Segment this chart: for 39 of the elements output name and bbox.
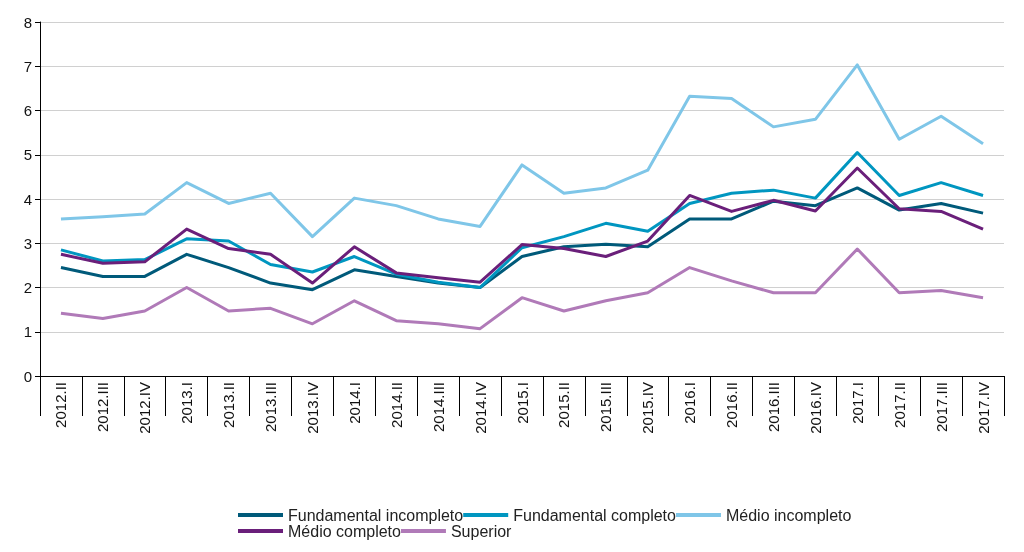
y-tick-label: 3 xyxy=(23,234,32,252)
x-tick-label: 2017.II xyxy=(890,382,908,428)
x-tick-label: 2014.I xyxy=(345,382,363,424)
y-tick-label: 6 xyxy=(23,102,32,119)
x-tick-label: 2014.IV xyxy=(471,382,489,434)
x-tick-label: 2017.IV xyxy=(974,382,992,434)
y-tick-label: 0 xyxy=(23,367,32,385)
y-tick-label: 7 xyxy=(23,57,32,75)
x-tick-label: 2012.IV xyxy=(136,382,154,434)
x-tick-label: 2013.I xyxy=(178,382,196,424)
x-tick-label: 2015.I xyxy=(513,382,531,424)
x-tick-label: 2015.IV xyxy=(639,382,657,434)
x-tick-label: 2017.III xyxy=(932,382,950,433)
x-tick-label: 2014.III xyxy=(429,382,447,433)
x-tick-label: 2016.II xyxy=(723,382,741,428)
x-tick-label: 2016.IV xyxy=(806,382,824,434)
x-tick-label: 2015.III xyxy=(597,382,615,433)
x-tick-label: 2014.II xyxy=(387,382,405,428)
x-tick-label: 2015.II xyxy=(555,382,573,428)
x-tick-label: 2012.III xyxy=(94,382,112,433)
legend-label: Médio incompleto xyxy=(725,506,852,524)
x-tick-label: 2012.II xyxy=(52,382,70,428)
y-tick-label: 1 xyxy=(23,323,32,341)
legend-label: Médio completo xyxy=(288,522,402,540)
y-tick-label: 4 xyxy=(23,190,32,208)
x-tick-label: 2013.IV xyxy=(303,382,321,434)
y-tick-label: 8 xyxy=(23,13,32,31)
x-tick-label: 2016.I xyxy=(681,382,699,424)
y-tick-label: 5 xyxy=(23,146,32,164)
y-tick-label: 2 xyxy=(23,279,32,296)
legend-label: Fundamental completo xyxy=(513,506,677,524)
line-series xyxy=(59,247,985,331)
x-tick-label: 2016.III xyxy=(764,382,782,433)
line-series xyxy=(59,63,985,239)
x-tick-label: 2013.III xyxy=(262,382,280,433)
x-tick-label: 2017.I xyxy=(848,382,866,424)
legend-label: Superior xyxy=(450,522,513,540)
legend-label: Fundamental incompleto xyxy=(288,506,464,524)
x-tick-label: 2013.II xyxy=(220,382,238,428)
